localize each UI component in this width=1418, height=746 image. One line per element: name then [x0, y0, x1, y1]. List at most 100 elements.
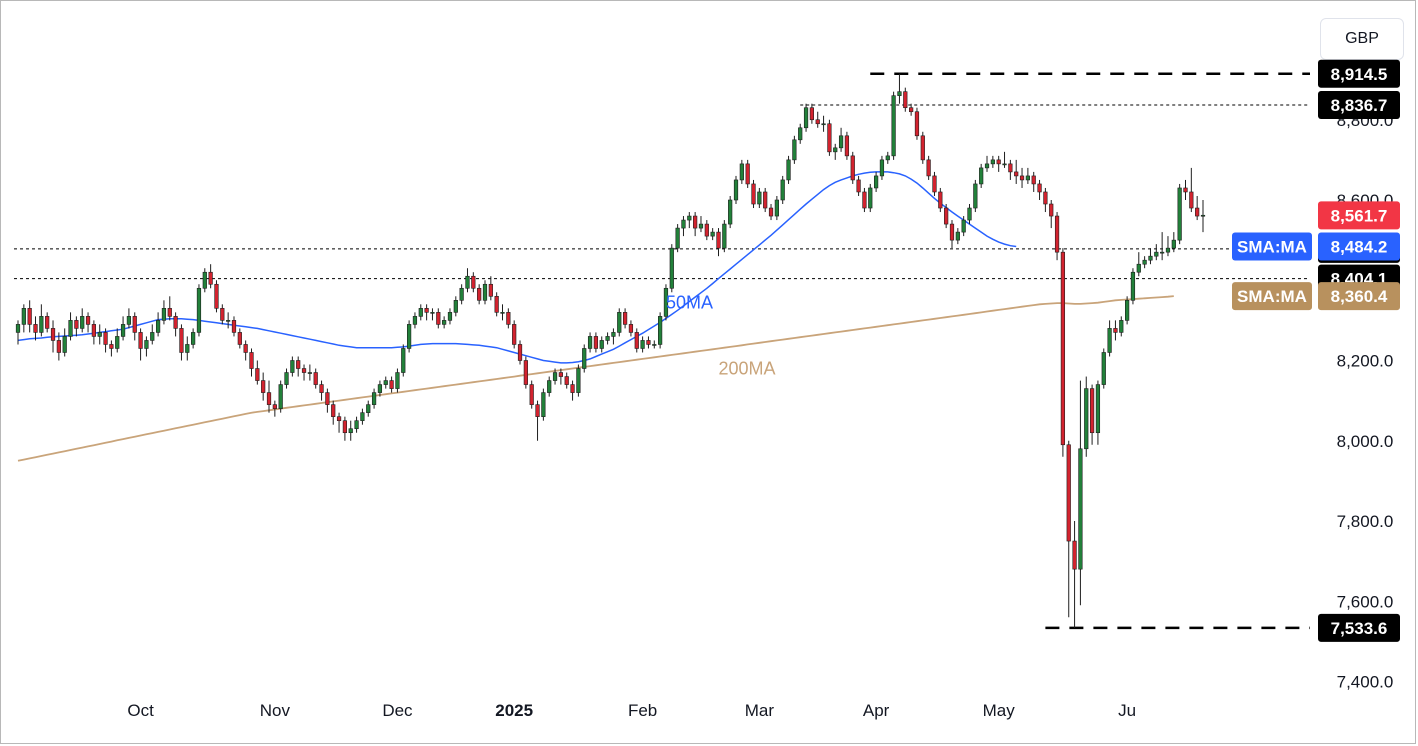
candle-body — [336, 416, 342, 421]
candle-body — [669, 247, 674, 289]
candle-body — [1171, 239, 1176, 249]
candle-body — [21, 308, 26, 325]
candle-body — [803, 107, 809, 129]
candle-body — [646, 340, 651, 345]
candle-body — [844, 135, 850, 157]
candle-body — [1095, 384, 1101, 434]
y-tick-label: 8,200.0 — [1337, 352, 1394, 371]
candle-body — [354, 420, 359, 430]
candle-body — [278, 384, 283, 409]
candle-body — [1025, 175, 1030, 181]
candle-body — [39, 316, 44, 333]
candle-body — [663, 287, 669, 317]
candle-body — [710, 231, 715, 237]
sma50-price-label — [1318, 232, 1400, 261]
sma200-price-text: 8,360.4 — [1331, 287, 1388, 306]
candle-body — [307, 372, 312, 374]
candle-body — [1183, 187, 1188, 193]
candle-body — [377, 384, 383, 393]
candle-body — [768, 207, 774, 217]
candle-body — [196, 287, 202, 333]
y-tick-label: 7,400.0 — [1337, 673, 1394, 692]
candle-body — [237, 332, 242, 345]
candle-body — [873, 175, 879, 189]
candle-body — [418, 308, 423, 317]
candle-body — [132, 316, 137, 333]
x-tick-label: Mar — [745, 701, 775, 720]
candle-body — [552, 372, 558, 381]
candle-body — [208, 271, 213, 285]
candle-body — [512, 324, 517, 345]
candle-body — [220, 308, 225, 321]
candle-body — [342, 420, 348, 434]
candle-body — [401, 348, 406, 373]
candle-body — [1107, 328, 1112, 353]
candle-body — [745, 163, 750, 185]
candle-body — [1101, 352, 1106, 385]
candle-body — [593, 336, 599, 349]
candle-body — [272, 404, 277, 409]
candle-body — [383, 380, 388, 385]
x-tick-label: May — [983, 701, 1016, 720]
candle-body — [284, 372, 289, 385]
candle-body — [1066, 444, 1071, 542]
candle-body — [459, 287, 464, 301]
candle-body — [605, 336, 610, 341]
candle-body — [389, 380, 394, 389]
candle-body — [471, 275, 476, 289]
candle-body — [576, 368, 581, 393]
x-tick-label: Ju — [1118, 701, 1136, 720]
candle-body — [926, 159, 931, 177]
candle-body — [1019, 175, 1025, 181]
sma50-annotation: 50MA — [666, 292, 713, 312]
candle-body — [774, 199, 779, 217]
candle-body — [15, 324, 21, 333]
y-tick-label: 7,800.0 — [1337, 512, 1394, 531]
candle-body — [179, 328, 184, 353]
candle-body — [290, 360, 295, 373]
level-price-label — [1318, 91, 1400, 120]
candle-body — [862, 191, 867, 209]
x-tick-label: Apr — [863, 701, 890, 720]
candle-body — [798, 127, 803, 141]
candle-body — [465, 275, 470, 289]
candle-body — [1084, 388, 1089, 450]
candle-body — [115, 336, 120, 349]
candle-body — [827, 123, 832, 153]
level-price-text: 8,836.7 — [1331, 96, 1388, 115]
candle-body — [815, 119, 820, 125]
candle-body — [990, 159, 995, 165]
x-tick-label: 2025 — [495, 701, 533, 720]
candle-body — [85, 316, 91, 325]
candle-body — [909, 107, 914, 113]
candle-body — [681, 219, 686, 229]
candle-body — [62, 336, 67, 353]
candle-body — [261, 380, 266, 393]
candle-body — [617, 312, 622, 333]
candle-body — [984, 163, 990, 169]
candle-body — [442, 320, 447, 325]
candle-body — [430, 312, 435, 314]
candle-body — [1043, 191, 1048, 205]
candle-body — [161, 308, 167, 321]
candle-body — [500, 312, 505, 314]
candle-body — [541, 392, 546, 417]
candle-body — [920, 135, 925, 161]
currency-button[interactable]: GBP — [1320, 18, 1404, 60]
candle-body — [74, 320, 79, 329]
candle-body — [173, 316, 178, 329]
candle-body — [675, 227, 680, 249]
candle-body — [406, 324, 412, 349]
candle-body — [687, 215, 692, 221]
sma200-tag — [1232, 282, 1312, 311]
candle-body — [558, 372, 563, 377]
candle-body — [570, 384, 575, 393]
candle-body — [191, 332, 196, 345]
candle-body — [296, 360, 301, 369]
candle-body — [856, 179, 861, 193]
candle-body — [447, 312, 453, 321]
candle-body — [412, 316, 418, 325]
candle-body — [739, 163, 744, 181]
candle-body — [961, 219, 966, 233]
